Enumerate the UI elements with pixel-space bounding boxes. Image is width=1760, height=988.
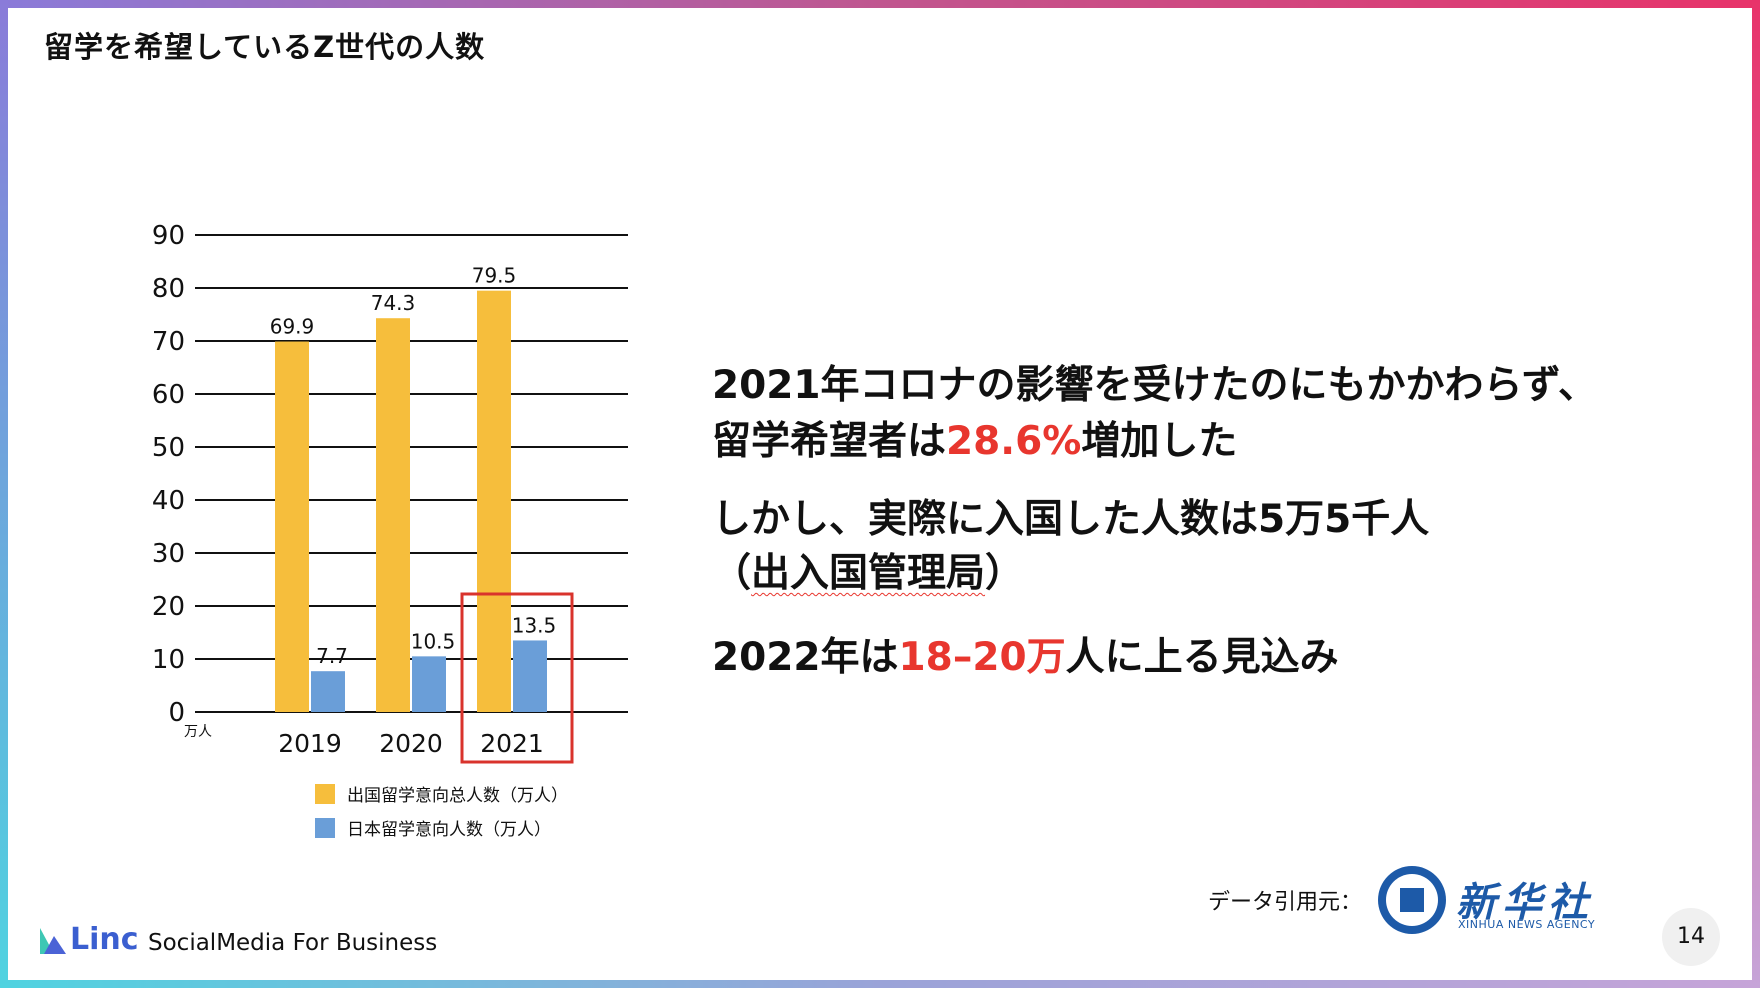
data-label-2020-series-1: 74.3	[371, 291, 416, 315]
text-line-5-post: 人に上る見込み	[1065, 635, 1339, 680]
linc-logo-icon	[40, 928, 66, 954]
y-tick-label-20: 20	[152, 592, 185, 622]
xinhua-logo-en: XINHUA NEWS AGENCY	[1458, 918, 1596, 931]
bar-2021-series-2	[513, 640, 547, 712]
data-label-2019-series-1: 69.9	[270, 315, 315, 339]
gradient-border-bottom	[0, 980, 1760, 988]
x-tick-label-2020: 2020	[379, 729, 443, 758]
brand-name: Linc	[70, 922, 139, 957]
legend-label-1: 出国留学意向总人数（万人）	[347, 786, 568, 806]
y-unit-label: 万人	[184, 724, 212, 740]
text-line-4: （出入国管理局）	[712, 542, 1024, 598]
paren-close: ）	[985, 551, 1025, 596]
bar-2019-series-1	[275, 341, 309, 712]
y-tick-label-70: 70	[152, 327, 185, 357]
text-line-5-pre: 2022年は	[712, 635, 899, 680]
y-tick-label-0: 0	[168, 698, 185, 728]
bar-2021-series-1	[477, 290, 511, 712]
y-tick-label-60: 60	[152, 380, 185, 410]
text-line-5: 2022年は18–20万人に上る見込み	[712, 626, 1339, 682]
xinhua-seal-icon	[1378, 866, 1446, 934]
y-tick-label-80: 80	[152, 274, 185, 304]
legend-swatch-1	[315, 784, 335, 804]
text-line-2-pre: 留学希望者は	[712, 419, 947, 464]
seal-core	[1400, 888, 1424, 912]
data-label-2021-series-2: 13.5	[512, 613, 557, 637]
increase-percent: 28.6%	[946, 419, 1082, 464]
seal-ring	[1386, 874, 1438, 926]
bar-2020-series-2	[412, 656, 446, 712]
x-tick-label-2021: 2021	[480, 729, 544, 758]
page-number-badge: 14	[1662, 908, 1720, 966]
data-label-2019-series-2: 7.7	[316, 644, 348, 668]
source-label: データ引用元：	[1208, 890, 1363, 915]
gradient-border-left	[0, 0, 8, 988]
gradient-border-top	[0, 0, 1760, 8]
text-line-2-post: 増加した	[1081, 419, 1238, 464]
immigration-bureau: 出入国管理局	[751, 551, 986, 596]
text-line-1: 2021年コロナの影響を受けたのにもかかわらず、	[712, 363, 1598, 408]
data-label-2020-series-2: 10.5	[411, 629, 456, 653]
y-tick-label-30: 30	[152, 539, 185, 569]
bar-2020-series-1	[376, 318, 410, 712]
y-tick-label-40: 40	[152, 486, 185, 516]
bar-2019-series-2	[311, 671, 345, 712]
y-tick-label-90: 90	[152, 221, 185, 251]
forecast-range: 18–20万	[898, 635, 1066, 680]
gradient-border-right	[1752, 0, 1760, 988]
slide-title: 留学を希望しているZ世代の人数	[44, 30, 486, 64]
brand-tagline: SocialMedia For Business	[148, 930, 438, 956]
x-tick-label-2019: 2019	[278, 729, 342, 758]
y-tick-label-10: 10	[152, 645, 185, 675]
highlight-box-2021	[460, 592, 574, 764]
y-tick-label-50: 50	[152, 433, 185, 463]
legend-swatch-2	[315, 818, 335, 838]
text-line-3: しかし、実際に入国した人数は5万5千人	[712, 497, 1430, 542]
paren-open: （	[712, 551, 752, 596]
page-number: 14	[1677, 924, 1705, 949]
legend-label-2: 日本留学意向人数（万人）	[347, 820, 551, 840]
text-line-2: 留学希望者は28.6%増加した	[712, 410, 1237, 466]
xinhua-logo-cn: 新华社	[1456, 879, 1594, 926]
data-label-2021-series-1: 79.5	[472, 264, 517, 288]
